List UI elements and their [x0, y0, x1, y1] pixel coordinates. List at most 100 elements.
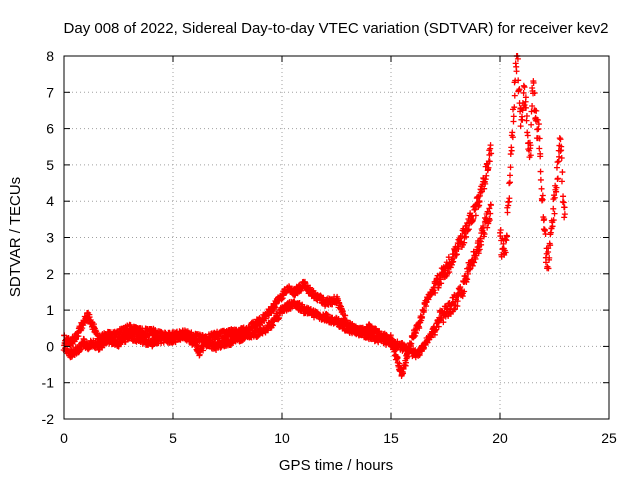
- data-point: [519, 116, 526, 123]
- data-point: [541, 216, 548, 223]
- y-tick-label: 8: [46, 48, 54, 64]
- data-point: [516, 86, 523, 93]
- data-point: [506, 180, 513, 187]
- data-point: [510, 118, 517, 125]
- data-point: [487, 202, 494, 209]
- data-point: [561, 211, 568, 218]
- data-point: [475, 250, 482, 257]
- data-point: [521, 84, 528, 91]
- data-point: [534, 117, 541, 124]
- data-point: [75, 333, 82, 340]
- y-tick-label: -2: [42, 411, 55, 427]
- data-point: [446, 269, 453, 276]
- y-tick-label: 7: [46, 84, 54, 100]
- data-point: [523, 112, 530, 119]
- data-point: [472, 255, 479, 262]
- data-point: [529, 103, 536, 110]
- x-tick-label: 25: [601, 430, 617, 446]
- data-point: [536, 135, 543, 142]
- data-point: [458, 238, 465, 245]
- data-point: [522, 94, 529, 101]
- chart-title: Day 008 of 2022, Sidereal Day-to-day VTE…: [64, 20, 609, 37]
- data-point: [72, 336, 79, 343]
- data-point: [416, 352, 423, 359]
- data-point: [530, 79, 537, 86]
- x-tick-label: 20: [492, 430, 508, 446]
- data-point: [435, 323, 442, 330]
- data-point: [86, 314, 93, 321]
- data-point: [502, 249, 509, 256]
- data-point: [301, 278, 308, 285]
- data-point: [558, 178, 565, 185]
- data-point: [323, 310, 330, 317]
- data-point: [527, 152, 534, 159]
- x-tick-label: 0: [60, 430, 68, 446]
- data-point: [508, 147, 515, 154]
- data-point: [485, 164, 492, 171]
- data-point: [515, 77, 522, 84]
- data-point: [537, 153, 544, 160]
- y-tick-label: 5: [46, 157, 54, 173]
- data-point: [506, 195, 513, 202]
- data-point: [487, 210, 494, 217]
- data-point: [539, 192, 546, 199]
- data-point: [486, 205, 493, 212]
- data-point: [556, 153, 563, 160]
- data-point: [200, 347, 207, 354]
- data-point: [531, 89, 538, 96]
- data-point: [551, 210, 558, 217]
- data-point: [421, 307, 428, 314]
- data-point: [396, 360, 403, 367]
- data-point: [450, 255, 457, 262]
- data-point: [419, 313, 426, 320]
- data-point: [506, 179, 513, 186]
- data-point: [561, 214, 568, 221]
- data-point: [464, 276, 471, 283]
- data-point: [408, 340, 415, 347]
- data-point: [437, 276, 444, 283]
- data-point: [465, 270, 472, 277]
- data-point: [535, 121, 542, 128]
- data-point: [504, 233, 511, 240]
- data-point: [557, 147, 564, 154]
- data-point: [499, 235, 506, 242]
- data-point: [483, 172, 490, 179]
- data-point: [416, 325, 423, 332]
- data-point: [545, 245, 552, 252]
- data-point: [558, 154, 565, 161]
- data-point: [547, 242, 554, 249]
- data-point: [551, 194, 558, 201]
- data-point: [457, 283, 464, 290]
- data-point: [478, 241, 485, 248]
- data-point: [553, 184, 560, 191]
- data-point: [557, 136, 564, 143]
- data-point: [510, 113, 517, 120]
- data-point: [550, 205, 557, 212]
- data-point: [517, 123, 524, 130]
- data-point: [541, 227, 548, 234]
- data-point: [461, 288, 468, 295]
- data-point: [538, 185, 545, 192]
- data-points: [60, 53, 568, 379]
- data-point: [465, 226, 472, 233]
- data-point: [513, 68, 520, 75]
- data-point: [480, 222, 487, 229]
- data-point: [486, 217, 493, 224]
- data-point: [536, 145, 543, 152]
- data-point: [554, 159, 561, 166]
- x-tick-label: 5: [169, 430, 177, 446]
- data-point: [546, 254, 553, 261]
- data-point: [472, 206, 479, 213]
- data-point: [545, 265, 552, 272]
- data-point: [455, 245, 462, 252]
- y-tick-label: 2: [46, 266, 54, 282]
- axis-ticks: 0 5 10 15 20 25 -2 -1 0 1 2 3 4 5 6 7 8: [42, 48, 617, 446]
- y-tick-label: 3: [46, 230, 54, 246]
- data-point: [453, 251, 460, 258]
- data-point: [553, 164, 560, 171]
- data-point: [270, 322, 277, 329]
- data-point: [511, 104, 518, 111]
- data-point: [476, 246, 483, 253]
- data-point: [542, 259, 549, 266]
